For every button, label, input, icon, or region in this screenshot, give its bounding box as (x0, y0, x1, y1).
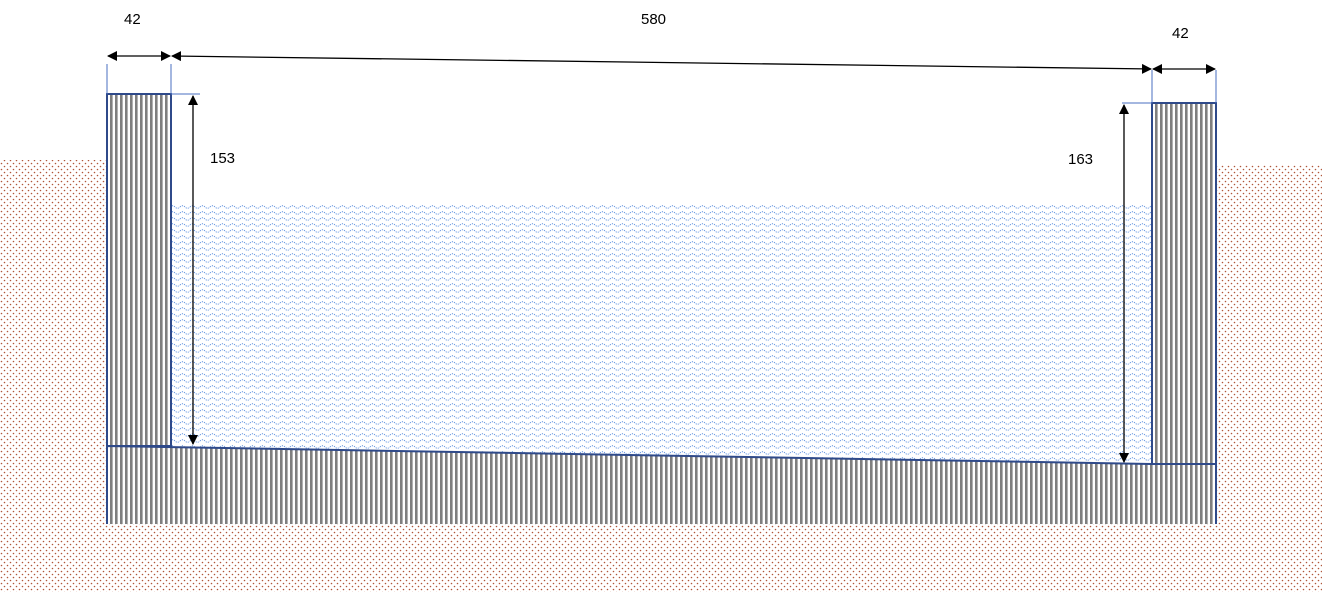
right-depth-label: 163 (1068, 151, 1093, 168)
floor-outline (106, 444, 1217, 524)
right-wall-width-label: 42 (1172, 25, 1189, 42)
left-wall (106, 93, 172, 447)
extension-lines (106, 64, 1217, 104)
water-body (171, 203, 1152, 464)
channel-width-arrow (171, 51, 1152, 74)
concrete-structure (106, 93, 1217, 524)
soil-ground (0, 160, 1322, 592)
left-wall-width-label: 42 (124, 11, 141, 28)
right-wall (1151, 102, 1217, 465)
left-depth-label: 153 (210, 150, 235, 167)
channel-width-label: 580 (641, 11, 666, 28)
floor-slab (107, 446, 1216, 524)
dimension-lines (107, 51, 1216, 463)
